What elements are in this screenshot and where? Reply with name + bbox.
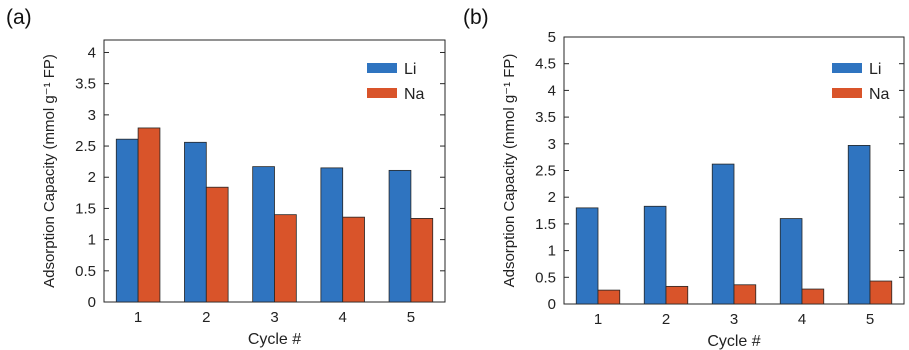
x-tick-label: 1: [594, 311, 602, 328]
y-tick-label: 1.5: [75, 200, 96, 217]
y-axis-label: Adsorption Capacity (mmol g⁻¹ FP): [41, 54, 58, 288]
legend-label-li: Li: [404, 61, 416, 78]
y-tick-label: 3.5: [535, 109, 556, 126]
bar-li-cycle-3: [711, 163, 735, 305]
panel-label-b: (b): [463, 6, 489, 29]
y-tick-label: 3: [548, 136, 556, 153]
bar-chart-a: 0 0.5 1 1.5 2 2.5 3 3.5 4 1 2 3 4 5 Cycle # Adsorption …: [41, 39, 446, 348]
legend-label-na: Na: [404, 86, 425, 103]
y-tick-label: 2: [548, 189, 556, 206]
y-tick-label: 5: [548, 29, 556, 46]
y-tick-label: 2: [88, 169, 96, 186]
y-tick-label: 4: [548, 82, 556, 99]
y-tick-label: 2.5: [535, 163, 556, 180]
bar-na-cycle-3: [733, 284, 757, 305]
x-tick-label: 2: [202, 309, 210, 326]
chart-panel-b: (b) 0 0.5 1 1.5 2 2.5 3 3.5 4 4.5 5 1 2 3 4 5 Cycle # Ads…: [455, 0, 909, 350]
legend-label-na: Na: [869, 86, 890, 103]
panel-label-a: (a): [6, 6, 32, 29]
chart-panel-a: (a) 0 0.5 1 1.5 2 2.5 3 3.5 4 1 2 3 4 5 Cycle # Adsorpt…: [6, 6, 446, 348]
y-tick-label: 1: [88, 232, 96, 249]
bar-li-cycle-2: [184, 141, 207, 303]
y-tick-label: 0: [548, 296, 556, 313]
y-tick-label: 3: [88, 107, 96, 124]
bar-li-cycle-1: [115, 138, 139, 303]
bar-chart-b: 0 0.5 1 1.5 2 2.5 3 3.5 4 4.5 5 1 2 3 4 5 Cycle # Adsorpt…: [501, 29, 905, 350]
bar-na-cycle-5: [869, 280, 893, 305]
x-axis-label: Cycle #: [707, 333, 760, 350]
bar-li-cycle-5: [388, 169, 412, 303]
legend-swatch-na: [832, 88, 862, 98]
legend-swatch-li: [367, 63, 397, 73]
x-tick-label: 3: [730, 311, 738, 328]
legend-swatch-li: [832, 63, 862, 73]
bar-na-cycle-1: [137, 127, 161, 303]
x-tick-label: 4: [798, 311, 806, 328]
bar-li-cycle-4: [779, 218, 803, 305]
bar-na-cycle-5: [410, 218, 434, 303]
y-tick-label: 0.5: [535, 269, 556, 286]
y-tick-label: 3.5: [75, 76, 96, 93]
x-tick-label: 5: [407, 309, 415, 326]
bar-li-cycle-2: [643, 205, 667, 305]
y-tick-label: 0: [88, 294, 96, 311]
bar-li-cycle-5: [847, 145, 871, 305]
y-axis-label: Adsorption Capacity (mmol g⁻¹ FP): [501, 54, 518, 288]
y-tick-label: 4.5: [535, 56, 556, 73]
bar-li-cycle-3: [252, 166, 275, 303]
y-tick-label: 2.5: [75, 138, 96, 155]
y-tick-label: 4: [88, 44, 96, 61]
legend-swatch-na: [367, 88, 397, 98]
x-axis-label: Cycle #: [248, 331, 301, 348]
bar-na-cycle-4: [342, 216, 365, 303]
x-tick-label: 4: [339, 309, 347, 326]
y-tick-label: 1.5: [535, 216, 556, 233]
x-tick-label: 1: [134, 309, 142, 326]
legend-label-li: Li: [869, 61, 881, 78]
x-tick-label: 2: [662, 311, 670, 328]
bar-li-cycle-1: [575, 207, 599, 305]
bar-na-cycle-1: [597, 289, 621, 305]
bar-na-cycle-2: [205, 186, 229, 303]
bar-na-cycle-2: [665, 285, 689, 305]
x-tick-label: 3: [270, 309, 278, 326]
bar-na-cycle-4: [801, 288, 825, 305]
x-tick-label: 5: [866, 311, 874, 328]
bar-li-cycle-4: [320, 167, 344, 303]
y-tick-label: 1: [548, 243, 556, 260]
y-tick-label: 0.5: [75, 263, 96, 280]
bar-na-cycle-3: [274, 214, 297, 303]
